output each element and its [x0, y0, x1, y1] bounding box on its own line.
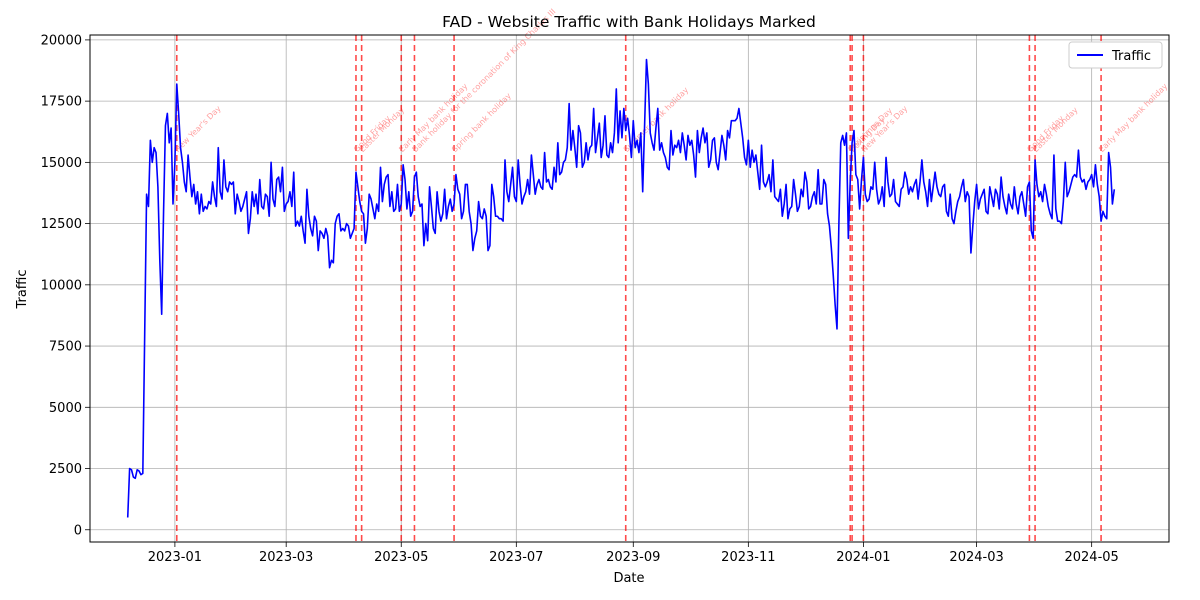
- plot-frame: [89, 34, 1170, 543]
- y-tick-label: 10000: [41, 278, 82, 293]
- x-tick-label: 2023-09: [606, 550, 660, 565]
- x-tick-label: 2023-11: [721, 550, 775, 565]
- x-axis-title: Date: [613, 571, 644, 586]
- x-tick-label: 2023-05: [374, 550, 428, 565]
- y-tick-label: 2500: [49, 462, 82, 477]
- y-tick-label: 0: [74, 523, 82, 538]
- legend-box: [1068, 41, 1163, 69]
- x-tick-label: 2023-01: [148, 550, 202, 565]
- x-tick-label: 2023-07: [489, 550, 543, 565]
- x-tick-label: 2024-03: [949, 550, 1003, 565]
- series-layer: [126, 58, 1116, 518]
- y-axis-title: Traffic: [15, 269, 30, 309]
- legend-label-traffic: Traffic: [1111, 49, 1151, 64]
- y-tick-label: 15000: [41, 156, 82, 171]
- plot-area: [90, 35, 1169, 542]
- y-axis-ticks: 0 2500 5000 7500 10000 12500 15000 17500 20000: [41, 33, 90, 538]
- x-tick-label: 2024-01: [836, 550, 890, 565]
- y-tick-label: 20000: [41, 33, 82, 48]
- y-tick-label: 5000: [49, 401, 82, 416]
- y-tick-label: 12500: [41, 217, 82, 232]
- series-line-traffic: [126, 58, 1116, 518]
- chart-title: FAD - Website Traffic with Bank Holidays…: [442, 13, 816, 31]
- y-tick-label: 7500: [49, 340, 82, 355]
- legend: Traffic: [1068, 41, 1163, 69]
- x-axis-ticks: 2023-01 2023-03 2023-05 2023-07 2023-09 2023-…: [148, 542, 1119, 565]
- x-tick-label: 2023-03: [259, 550, 313, 565]
- y-tick-label: 17500: [41, 95, 82, 110]
- x-tick-label: 2024-05: [1064, 550, 1118, 565]
